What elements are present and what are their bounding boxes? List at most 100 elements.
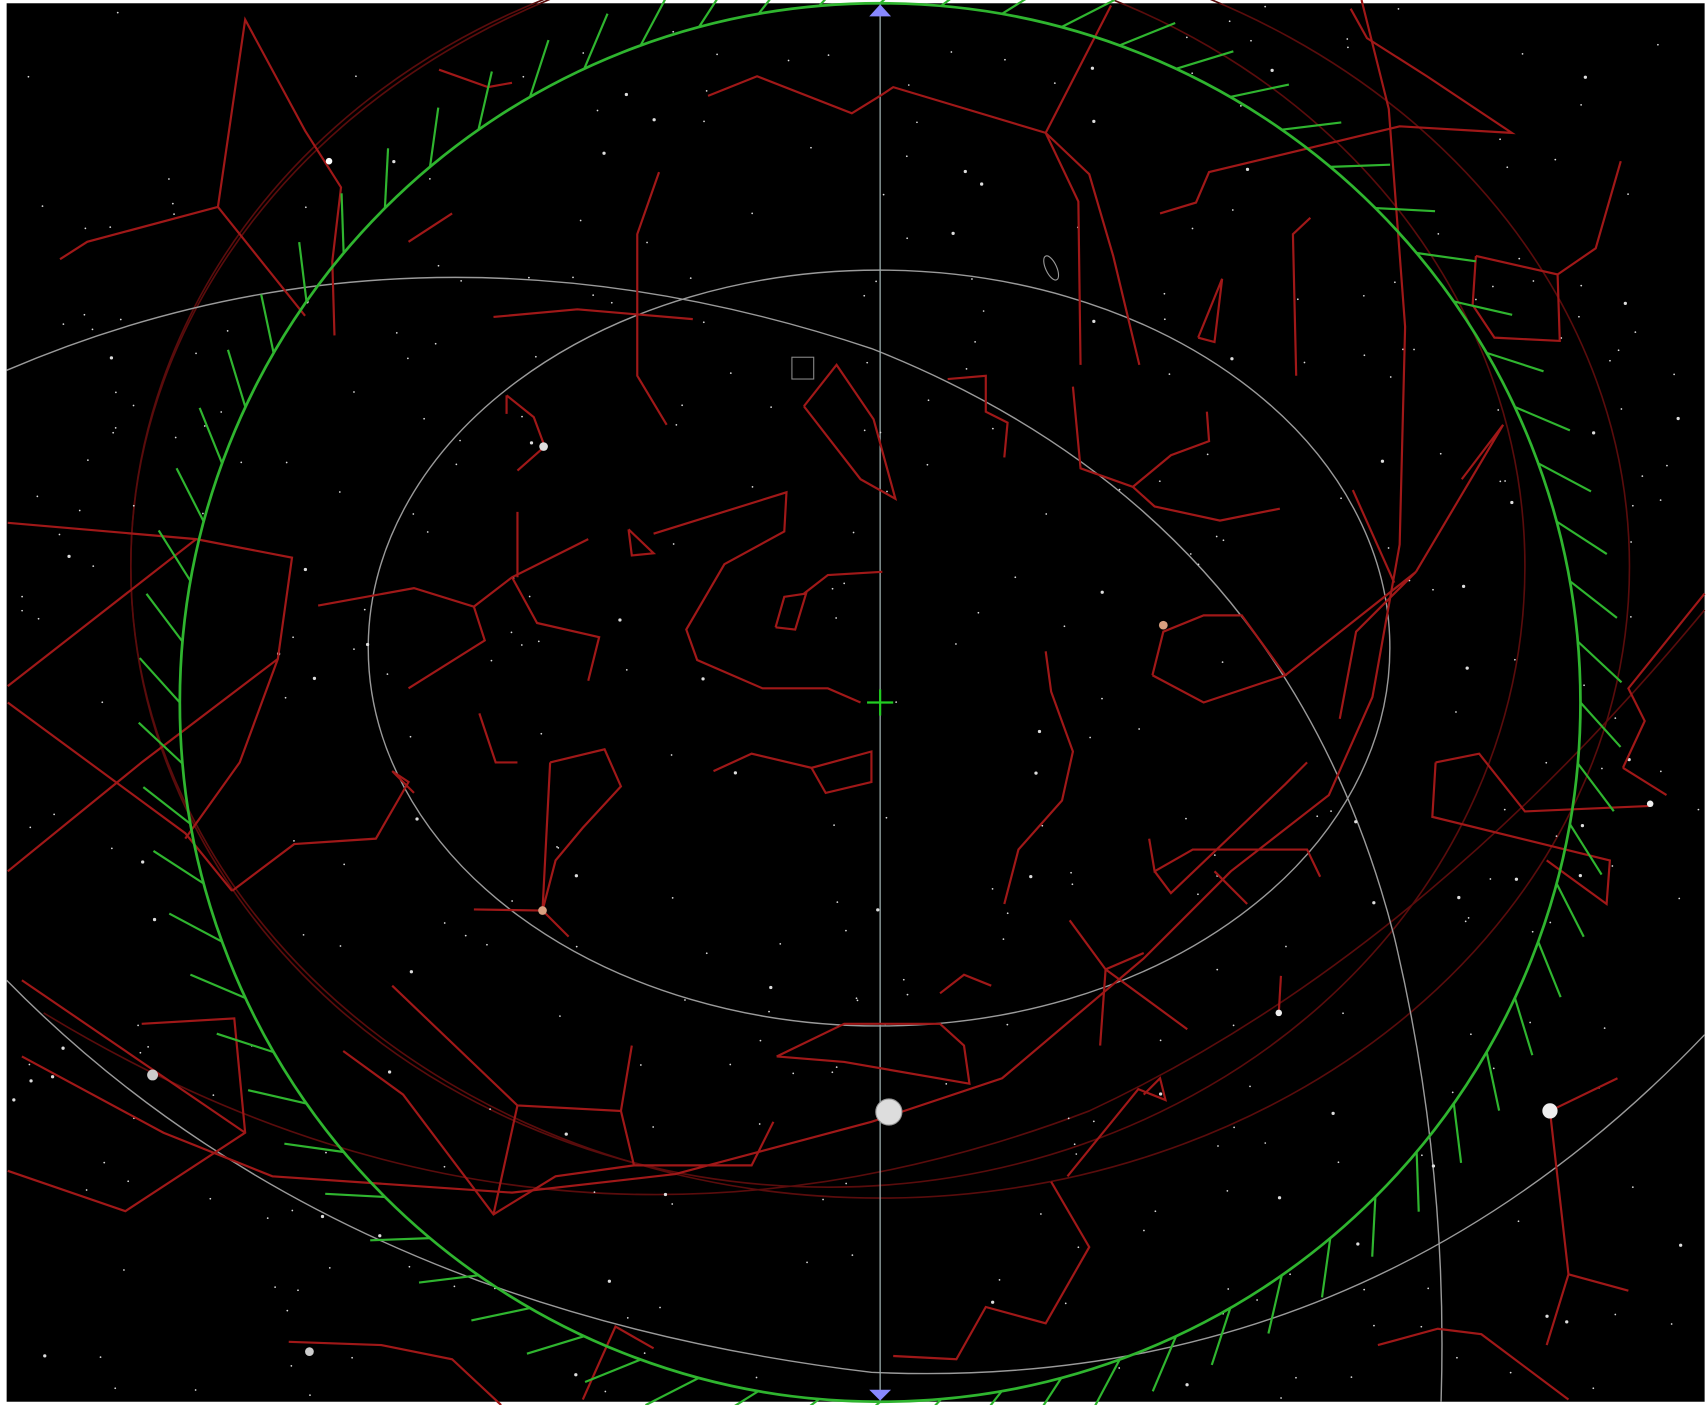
horizon-tick (383, 148, 390, 209)
star (659, 1306, 661, 1309)
star (1413, 348, 1415, 351)
horizon-tick (1514, 406, 1571, 432)
horizon-tick (247, 1089, 307, 1105)
star (1659, 499, 1662, 502)
star (1185, 817, 1187, 820)
star (1216, 968, 1219, 971)
star (1614, 1313, 1617, 1316)
constellation-line (21, 979, 246, 1134)
horizon-tick (189, 973, 246, 999)
star (991, 1300, 995, 1304)
star (572, 276, 574, 279)
star (950, 51, 953, 53)
star (290, 1365, 293, 1367)
star (733, 771, 738, 775)
horizon-tick (1513, 997, 1534, 1056)
star (639, 1064, 642, 1066)
star (1421, 1154, 1423, 1157)
star (312, 676, 317, 681)
star (770, 406, 772, 408)
north-marker (869, 4, 892, 17)
constellation-line (713, 750, 873, 795)
star (1346, 38, 1349, 40)
horizon-tick (1151, 1335, 1178, 1392)
star (1630, 616, 1632, 618)
star (1521, 53, 1524, 55)
star (520, 644, 523, 646)
horizon-tick (1537, 941, 1562, 998)
constellation-line (505, 394, 546, 472)
star (395, 331, 398, 334)
star (101, 701, 104, 704)
star (1611, 865, 1614, 867)
star (303, 567, 308, 572)
star (123, 1269, 125, 1271)
constellation-line (7, 538, 197, 688)
star (490, 659, 493, 662)
star (1089, 736, 1091, 739)
constellation-lines (7, 0, 1706, 1405)
star (1437, 232, 1440, 235)
horizon-tick (639, 0, 667, 46)
horizon-tick (526, 1335, 585, 1355)
horizon-tick (260, 294, 275, 354)
star (109, 226, 112, 228)
star (852, 531, 855, 534)
star (982, 310, 985, 312)
star (62, 323, 65, 326)
star (91, 328, 94, 331)
star (387, 1070, 392, 1074)
star (351, 1356, 353, 1359)
star (831, 1071, 834, 1074)
star (67, 554, 71, 558)
star (171, 202, 174, 205)
constellation-line (893, 1181, 1091, 1361)
star (1592, 431, 1596, 435)
star (1456, 1356, 1458, 1359)
constellation-line (7, 701, 233, 892)
star (833, 824, 835, 827)
star (703, 120, 705, 123)
star (1641, 475, 1644, 477)
star (663, 1192, 668, 1197)
star (927, 399, 930, 402)
constellation-line (1351, 489, 1396, 584)
star (1549, 921, 1552, 924)
constellation-line (1153, 761, 1308, 895)
star (882, 193, 885, 196)
constellation-line (1148, 838, 1322, 878)
object-marker (791, 356, 815, 380)
star (1389, 376, 1392, 378)
horizon-tick (157, 529, 192, 582)
star (575, 945, 578, 948)
star (1659, 770, 1662, 773)
star (564, 1132, 568, 1136)
star (139, 1051, 142, 1054)
star (1197, 893, 1199, 896)
star (579, 219, 582, 222)
star (1217, 1145, 1219, 1147)
star (1372, 901, 1376, 905)
star (1492, 1067, 1495, 1070)
star (702, 321, 705, 324)
star (194, 1389, 197, 1391)
star (1347, 46, 1349, 49)
star (274, 1286, 276, 1289)
star (522, 75, 525, 78)
altitude-circle (367, 269, 1391, 1027)
star (1077, 1246, 1080, 1249)
planet (1542, 1103, 1558, 1119)
star (1518, 257, 1521, 260)
star (593, 1191, 596, 1194)
star (596, 109, 599, 112)
star (1138, 728, 1141, 730)
star (114, 426, 117, 429)
star (1100, 590, 1104, 594)
star (991, 427, 994, 430)
star (1420, 1325, 1423, 1328)
horizon-tick (1320, 1237, 1332, 1298)
planet (305, 1347, 314, 1356)
star (84, 227, 87, 230)
star (951, 231, 955, 236)
star (855, 997, 858, 1000)
